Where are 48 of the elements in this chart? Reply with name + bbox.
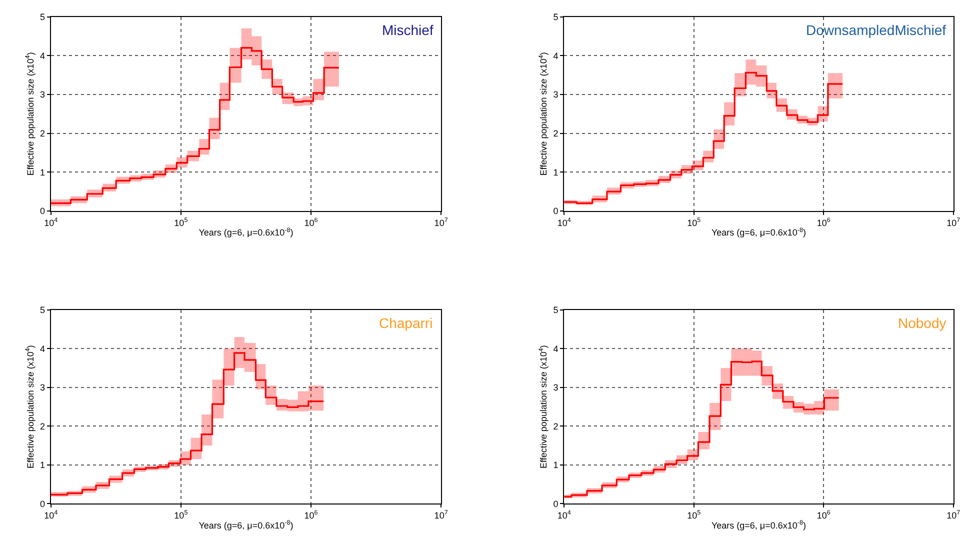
x-axis-title: Years (g=6, μ=0.6x10$^{-8}$) [198, 226, 294, 238]
y-tick-label: 5 [40, 305, 45, 316]
x-axis-title: Years (g=6, μ=0.6x10$^{-8}$) [711, 226, 806, 238]
chart-title: Mischief [382, 22, 434, 38]
x-tick-label: 10$^{4}$ [44, 217, 58, 228]
y-tick-label: 0 [40, 206, 45, 216]
y-tick-label: 2 [553, 128, 558, 138]
x-tick-label: 10$^{7}$ [946, 510, 961, 521]
x-tick-label: 10$^{4}$ [44, 510, 58, 521]
y-tick-label: 2 [40, 421, 45, 432]
x-tick-label: 10$^{7}$ [434, 217, 448, 228]
y-tick-label: 4 [553, 344, 558, 354]
x-tick-label: 10$^{5}$ [174, 510, 188, 521]
y-tick-label: 3 [553, 90, 558, 100]
y-tick-label: 1 [40, 167, 45, 178]
chart-title: DownsampledMischief [806, 22, 946, 38]
x-tick-label: 10$^{4}$ [557, 510, 572, 521]
chart-title: Nobody [898, 315, 946, 331]
x-tick-label: 10$^{6}$ [816, 510, 831, 521]
x-tick-label: 10$^{5}$ [174, 217, 188, 228]
y-tick-label: 3 [40, 90, 45, 100]
y-tick-label: 1 [553, 167, 558, 178]
x-axis-title: Years (g=6, μ=0.6x10$^{-8}$) [711, 520, 806, 530]
y-tick-label: 3 [40, 382, 45, 393]
x-tick-label: 10$^{7}$ [434, 510, 448, 521]
x-tick-label: 10$^{5}$ [687, 217, 702, 228]
y-tick-label: 0 [553, 206, 558, 216]
x-tick-label: 10$^{6}$ [816, 217, 831, 228]
y-tick-label: 4 [40, 50, 45, 61]
y-tick-label: 1 [553, 460, 558, 470]
y-tick-label: 0 [553, 498, 558, 509]
x-axis-title: Years (g=6, μ=0.6x10$^{-8}$) [198, 520, 294, 530]
y-tick-label: 0 [40, 498, 45, 509]
y-tick-label: 4 [553, 50, 558, 61]
x-tick-label: 10$^{6}$ [304, 217, 318, 228]
x-tick-label: 10$^{6}$ [304, 510, 318, 521]
x-tick-label: 10$^{4}$ [557, 217, 572, 228]
x-tick-label: 10$^{7}$ [946, 217, 961, 228]
y-tick-label: 2 [40, 128, 45, 138]
y-tick-label: 1 [40, 460, 45, 470]
chart-title: Chaparri [379, 315, 433, 331]
x-tick-label: 10$^{5}$ [687, 510, 702, 521]
y-tick-label: 5 [553, 305, 558, 316]
y-tick-label: 2 [553, 421, 558, 432]
y-tick-label: 4 [40, 344, 45, 354]
y-tick-label: 5 [553, 12, 558, 22]
y-tick-label: 3 [553, 382, 558, 393]
y-tick-label: 5 [40, 12, 45, 22]
